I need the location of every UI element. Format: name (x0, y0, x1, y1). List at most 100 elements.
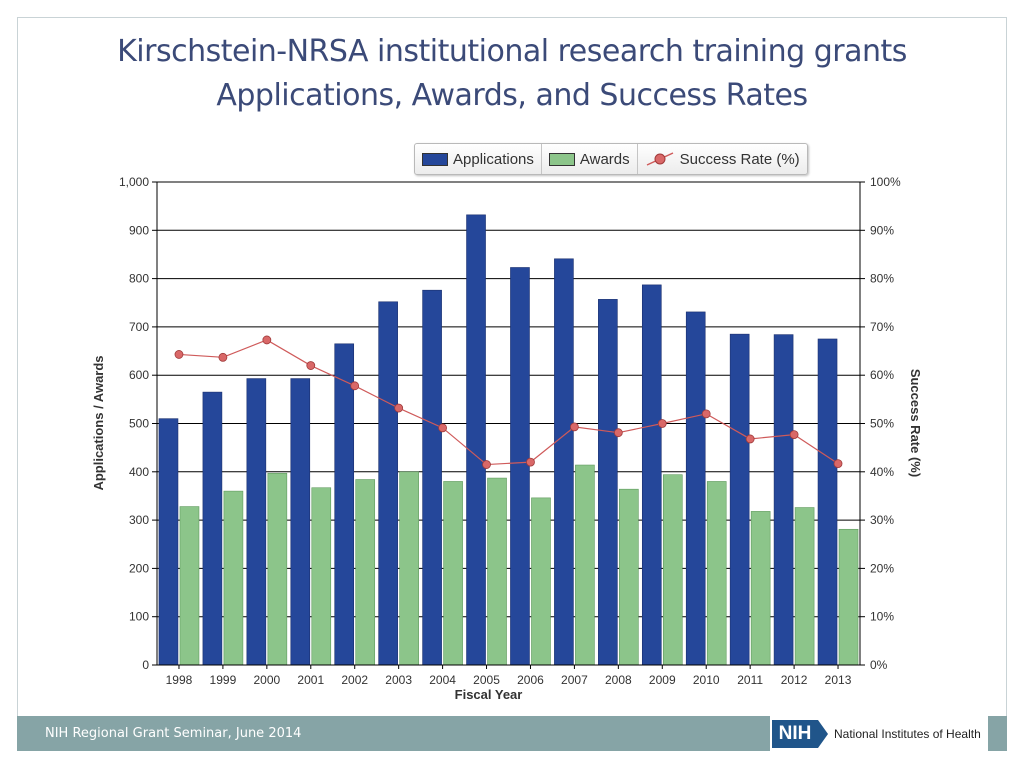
x-axis-title: Fiscal Year (455, 687, 523, 702)
bar-applications (685, 311, 706, 666)
y-tick-label: 900 (129, 223, 149, 237)
bar-awards (355, 479, 376, 666)
bar-applications (598, 299, 618, 666)
bar-applications (510, 267, 530, 666)
bar-applications (466, 214, 486, 666)
x-tick-label: 2001 (297, 673, 324, 687)
bar-awards (267, 472, 288, 666)
title-line-1: Kirschstein-NRSA institutional research … (117, 34, 907, 69)
bar-applications (378, 301, 398, 666)
legend-item-success-rate: Success Rate (%) (638, 144, 807, 174)
y2-tick-label: 80% (870, 272, 894, 286)
bar-awards (706, 481, 727, 666)
y2-tick-label: 20% (870, 561, 894, 575)
bar-awards (575, 464, 595, 666)
marker-success-rate (174, 350, 184, 359)
marker-success-rate (745, 434, 755, 444)
y-tick-label: 100 (129, 610, 149, 624)
nih-logo-badge: NIH (772, 719, 818, 748)
marker-success-rate (613, 428, 623, 438)
x-tick-label: 1999 (210, 673, 237, 687)
marker-success-rate (350, 381, 360, 391)
marker-success-rate (394, 403, 404, 413)
bar-applications (554, 258, 574, 666)
y-tick-label: 800 (129, 272, 149, 286)
x-tick-label: 1998 (166, 673, 193, 687)
y-tick-label: 0 (142, 658, 149, 672)
x-tick-label: 2010 (693, 673, 720, 687)
title-line-2: Applications, Awards, and Success Rates (216, 78, 808, 113)
bar-applications (334, 343, 355, 666)
bar-applications (729, 333, 750, 666)
bar-awards (619, 488, 639, 666)
x-tick-label: 2003 (385, 673, 412, 687)
marker-success-rate (789, 430, 799, 440)
bar-applications (158, 418, 179, 666)
nih-logo-name: National Institutes of Health (834, 726, 981, 741)
y-tick-label: 500 (129, 417, 149, 431)
bar-applications (773, 334, 794, 666)
legend-item-applications: Applications (415, 144, 542, 174)
x-tick-label: 2000 (253, 673, 280, 687)
y2-tick-label: 70% (870, 320, 894, 334)
x-tick-label: 2013 (825, 673, 852, 687)
x-tick-label: 2008 (605, 673, 632, 687)
legend-item-awards: Awards (542, 144, 638, 174)
bar-awards (223, 490, 244, 666)
marker-success-rate (482, 460, 491, 469)
marker-success-rate (262, 335, 272, 345)
x-tick-label: 2007 (561, 673, 588, 687)
nih-logo: NIH National Institutes of Health (770, 716, 988, 751)
y2-tick-label: 60% (870, 368, 894, 382)
y-axis-title: Applications / Awards (91, 355, 106, 490)
y2-axis-title: Success Rate (%) (908, 369, 923, 477)
bar-applications (202, 391, 223, 666)
bar-applications (817, 338, 838, 666)
x-tick-label: 2005 (473, 673, 500, 687)
marker-success-rate (657, 419, 667, 428)
bar-awards (443, 481, 463, 666)
y-tick-label: 300 (129, 513, 149, 527)
bar-awards (662, 474, 683, 666)
x-tick-label: 2002 (341, 673, 368, 687)
y2-tick-label: 100% (870, 175, 901, 189)
y2-tick-label: 10% (870, 610, 894, 624)
y2-tick-label: 90% (870, 223, 894, 237)
legend-swatch-awards (548, 152, 575, 166)
marker-success-rate (701, 409, 711, 419)
legend-label-awards: Awards (579, 150, 630, 168)
marker-success-rate (833, 459, 843, 468)
bar-applications (422, 289, 442, 666)
x-tick-label: 2011 (737, 673, 763, 687)
bar-applications (641, 284, 662, 666)
bar-awards (794, 507, 815, 666)
y-tick-label: 400 (129, 465, 149, 479)
nih-logo-arrow-icon (818, 719, 828, 748)
bar-awards (399, 471, 419, 666)
y2-tick-label: 0% (870, 658, 888, 672)
legend-swatch-applications (422, 152, 448, 166)
x-tick-label: 2006 (517, 673, 544, 687)
slide-title: Kirschstein-NRSA institutional research … (0, 30, 1024, 118)
bar-awards (838, 528, 859, 666)
bar-awards (531, 497, 551, 666)
bar-applications (290, 378, 311, 666)
bar-awards (179, 506, 200, 666)
legend-label-applications: Applications (453, 150, 534, 168)
y-tick-label: 200 (129, 561, 149, 575)
chart-legend: Applications Awards Success Rate (%) (414, 143, 808, 175)
marker-success-rate (526, 457, 535, 467)
bar-awards (487, 477, 507, 666)
legend-line-marker-icon (646, 152, 673, 166)
bar-awards (750, 511, 771, 666)
y-tick-label: 700 (129, 320, 149, 334)
line-success-rate (178, 339, 839, 466)
y-tick-label: 1,000 (119, 175, 149, 189)
bar-applications (246, 378, 267, 666)
y2-tick-label: 30% (870, 513, 894, 527)
marker-success-rate (218, 352, 228, 362)
footer-text: NIH Regional Grant Seminar, June 2014 (45, 726, 302, 741)
y2-tick-label: 50% (870, 417, 894, 431)
marker-success-rate (306, 361, 316, 370)
